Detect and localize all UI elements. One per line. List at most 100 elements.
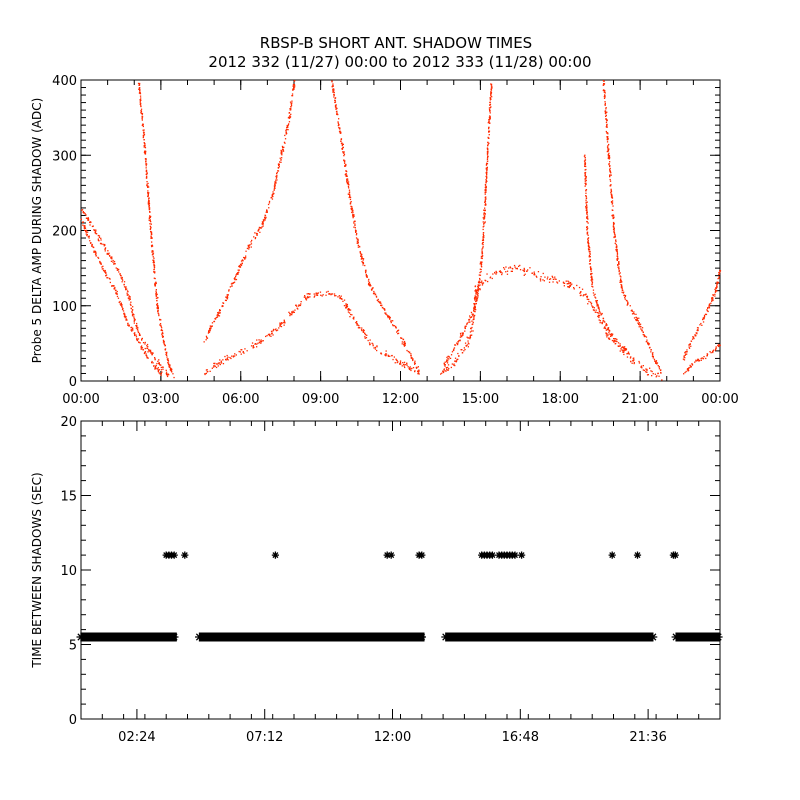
top-data-point <box>595 300 597 302</box>
top-data-point <box>151 245 153 248</box>
top-data-point <box>262 223 264 225</box>
top-data-point <box>171 368 173 370</box>
top-data-point <box>266 211 268 213</box>
top-data-point <box>614 338 616 340</box>
top-data-point <box>231 355 233 357</box>
top-data-point <box>346 178 349 180</box>
top-data-point <box>688 367 690 369</box>
top-data-point <box>144 143 146 145</box>
top-data-point <box>345 303 347 305</box>
top-data-point <box>151 233 153 235</box>
top-data-point <box>268 202 271 204</box>
top-data-point <box>136 322 138 325</box>
top-data-point <box>141 338 143 340</box>
top-data-point <box>108 254 111 257</box>
top-data-point <box>688 346 690 348</box>
top-data-point <box>244 257 246 259</box>
top-data-point <box>240 260 243 262</box>
top-data-point <box>631 362 633 364</box>
top-data-point <box>587 234 589 236</box>
top-data-point <box>629 357 632 359</box>
top-data-point <box>130 326 132 329</box>
top-data-point <box>489 97 491 100</box>
top-data-point <box>150 231 153 233</box>
top-data-point <box>697 358 699 360</box>
top-data-point <box>604 94 606 96</box>
top-data-point <box>490 89 493 91</box>
top-data-point <box>285 133 287 135</box>
top-x-tick-label: 03:00 <box>142 392 179 407</box>
top-data-point <box>377 298 379 301</box>
top-data-point <box>347 193 349 195</box>
top-data-point <box>697 329 699 332</box>
top-data-point <box>144 343 146 345</box>
bottom-data-point <box>417 632 426 642</box>
top-data-point <box>242 351 244 353</box>
top-data-point <box>166 351 168 353</box>
top-data-point <box>603 83 605 86</box>
top-data-point <box>351 206 353 208</box>
top-data-point <box>334 97 337 99</box>
top-data-point <box>289 109 291 111</box>
top-data-point <box>300 303 302 305</box>
top-data-point <box>584 161 586 163</box>
top-data-point <box>689 343 691 345</box>
top-data-point <box>480 255 483 258</box>
top-data-point <box>477 286 479 289</box>
top-data-point <box>343 159 345 162</box>
top-data-point <box>283 141 286 143</box>
top-data-point <box>137 330 139 332</box>
top-data-point <box>291 93 294 95</box>
top-data-point <box>469 317 471 319</box>
top-data-point <box>148 217 150 219</box>
top-data-point <box>140 348 142 350</box>
top-data-point <box>716 284 718 286</box>
top-data-point <box>643 335 646 338</box>
top-data-point <box>313 293 315 295</box>
top-data-point <box>712 294 714 297</box>
top-data-point <box>292 310 294 312</box>
top-data-point <box>650 370 652 372</box>
top-data-point <box>235 278 238 281</box>
top-data-point <box>276 172 278 175</box>
top-data-point <box>213 362 215 365</box>
top-data-point <box>169 367 172 369</box>
top-data-point <box>265 335 267 338</box>
top-data-point <box>149 223 151 225</box>
top-data-point <box>606 136 609 138</box>
top-data-point <box>219 310 221 312</box>
top-data-point <box>479 279 481 281</box>
top-data-point <box>405 364 407 366</box>
top-data-point <box>144 153 147 155</box>
top-data-point <box>158 362 160 365</box>
top-data-point <box>151 245 154 247</box>
top-data-point <box>617 342 620 344</box>
top-data-point <box>611 209 613 211</box>
top-data-point <box>166 354 168 356</box>
top-data-point <box>237 272 239 274</box>
top-data-point <box>218 362 221 364</box>
top-data-point <box>274 183 276 185</box>
top-data-point <box>131 330 133 332</box>
top-data-point <box>386 314 388 316</box>
top-data-point <box>163 341 165 343</box>
top-data-point <box>156 362 158 365</box>
top-data-point <box>156 368 158 370</box>
top-data-point <box>591 285 593 287</box>
top-data-point <box>484 186 486 189</box>
top-data-point <box>486 158 489 160</box>
top-data-point <box>595 301 598 303</box>
top-data-point <box>414 360 416 362</box>
top-data-point <box>484 221 486 223</box>
top-data-point <box>411 358 414 360</box>
top-data-point <box>346 175 348 177</box>
top-data-point <box>264 214 266 216</box>
top-data-point <box>118 271 120 273</box>
top-data-point <box>487 148 489 150</box>
top-data-point <box>115 267 117 269</box>
top-data-point <box>355 237 358 239</box>
top-data-point <box>408 352 411 354</box>
top-data-point <box>362 329 365 331</box>
top-data-point <box>334 104 337 107</box>
